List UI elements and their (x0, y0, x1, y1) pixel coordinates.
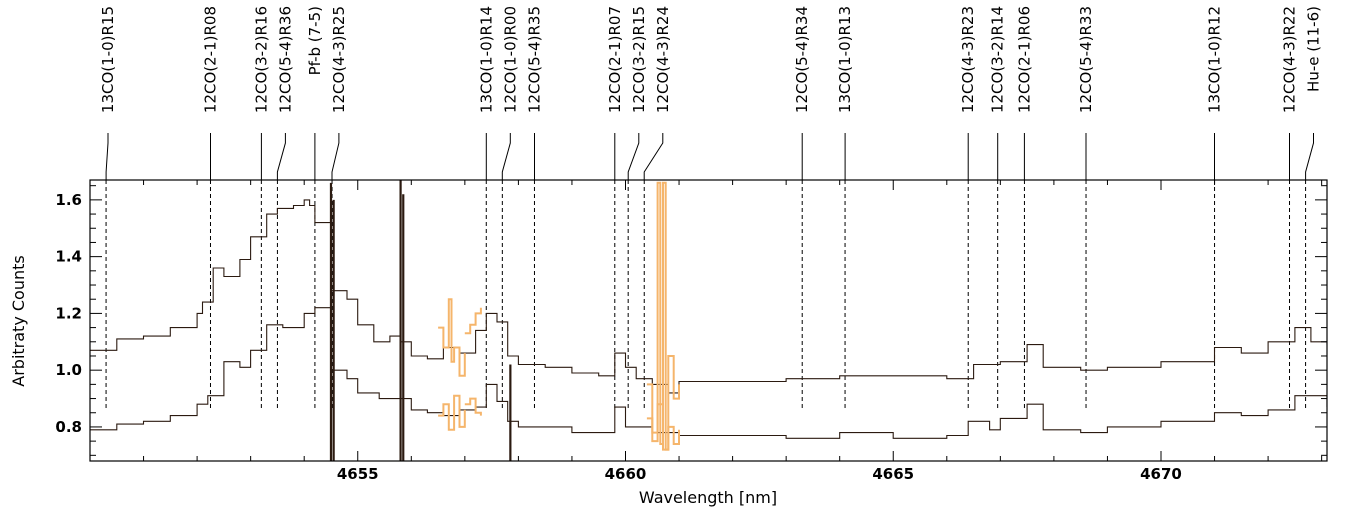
line-id-label: 12CO(3-2)R15 (630, 6, 648, 113)
line-id-label: 13CO(1-0)R15 (99, 6, 117, 113)
line-id-labels: 13CO(1-0)R15 12CO(2-1)R08 12CO(3-2)R16 12CO… (99, 6, 1323, 113)
line-id-label: 12CO(4-3)R24 (654, 6, 672, 113)
line-id-leader (331, 133, 340, 180)
y-tick-label: 1.0 (55, 361, 82, 379)
line-id-label: 12CO(2-1)R08 (202, 6, 220, 113)
y-tick-label: 1.6 (55, 191, 82, 209)
masked-region (464, 397, 482, 416)
line-id-label: Hu-e (11-6) (1305, 6, 1323, 92)
line-id-label: 12CO(3-2)R16 (252, 6, 270, 113)
y-axis-title: Arbitraty Counts (9, 255, 28, 386)
x-axis-ticks: 4655 4660 4665 4670 (89, 180, 1323, 483)
masked-region (646, 403, 680, 451)
line-id-label: 12CO(2-1)R07 (606, 6, 624, 113)
x-axis-title: Wavelength [nm] (639, 488, 777, 507)
line-id-label: 12CO(3-2)R14 (989, 6, 1007, 113)
y-axis-ticks: 0.8 1.0 1.2 1.4 1.6 (55, 185, 1327, 456)
plot-frame (89, 179, 1328, 462)
x-tick-label: 4670 (1140, 465, 1182, 483)
masked-region (438, 394, 466, 431)
line-id-leader (1305, 133, 1314, 180)
line-id-leader (501, 133, 511, 180)
line-id-guides (105, 180, 1307, 408)
masked-region (438, 298, 466, 377)
y-tick-label: 0.8 (55, 418, 82, 436)
y-tick-label: 1.4 (55, 248, 82, 266)
spectrum-series (90, 180, 1327, 461)
y-tick-label: 1.2 (55, 304, 82, 322)
spectrum-series-2 (90, 307, 1327, 439)
line-id-label: 12CO(5-4)R35 (526, 6, 544, 113)
line-id-leader (276, 133, 286, 180)
line-id-leader (643, 133, 664, 180)
masked-region (646, 181, 680, 451)
line-id-label: 12CO(4-3)R22 (1281, 6, 1299, 113)
line-id-label: 12CO(4-3)R23 (959, 6, 977, 113)
line-id-leader (105, 133, 109, 180)
spectrum-series-1 (90, 199, 1327, 394)
line-id-label: 12CO(1-0)R00 (501, 6, 519, 113)
line-id-label: 12CO(4-3)R25 (330, 6, 348, 113)
line-id-label: 12CO(5-4)R33 (1077, 6, 1095, 113)
line-id-leaders (105, 133, 1314, 180)
line-id-label: 13CO(1-0)R14 (477, 6, 495, 113)
x-tick-label: 4655 (337, 465, 379, 483)
line-id-label: 13CO(1-0)R12 (1206, 6, 1224, 113)
x-tick-label: 4665 (872, 465, 914, 483)
line-id-label: 12CO(2-1)R06 (1015, 6, 1033, 113)
masked-region (464, 307, 482, 335)
line-id-leader (627, 133, 640, 180)
x-tick-label: 4660 (605, 465, 647, 483)
plot-border (89, 179, 1328, 462)
line-id-label: 12CO(5-4)R34 (793, 6, 811, 113)
line-id-label: 13CO(1-0)R13 (836, 6, 854, 113)
line-id-label: 12CO(5-4)R36 (276, 6, 294, 113)
line-id-label: Pf-b (7-5) (306, 6, 324, 75)
